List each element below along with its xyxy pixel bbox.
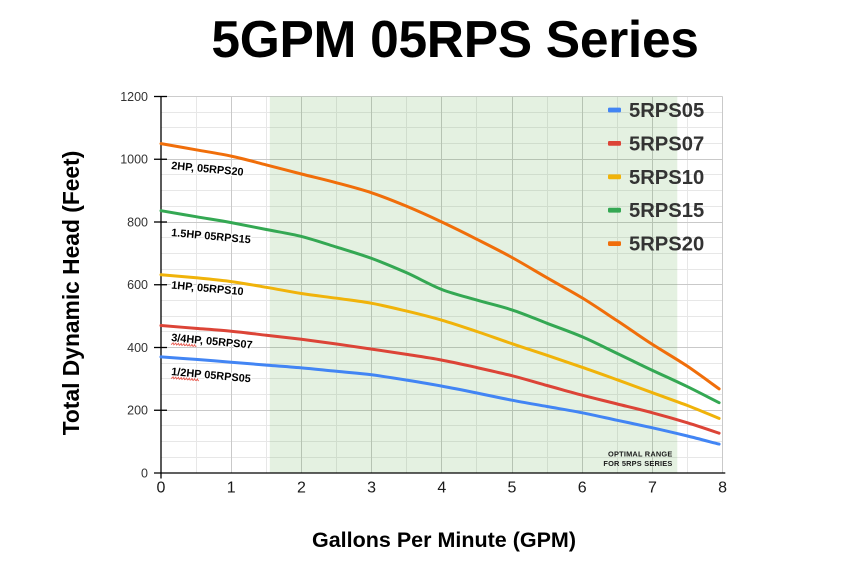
svg-text:FOR 5RPS SERIES: FOR 5RPS SERIES: [603, 459, 672, 468]
svg-text:0: 0: [141, 466, 148, 480]
svg-text:5RPS07: 5RPS07: [629, 133, 704, 155]
svg-text:Gallons Per Minute (GPM): Gallons Per Minute (GPM): [312, 528, 576, 552]
svg-text:5GPM 05RPS Series: 5GPM 05RPS Series: [211, 10, 698, 68]
svg-text:5RPS05: 5RPS05: [629, 100, 704, 122]
svg-text:1: 1: [227, 480, 236, 497]
svg-text:800: 800: [127, 215, 148, 229]
svg-text:2: 2: [297, 480, 306, 497]
svg-text:5RPS20: 5RPS20: [629, 234, 704, 256]
svg-text:5: 5: [508, 480, 517, 497]
svg-text:Total Dynamic Head (Feet): Total Dynamic Head (Feet): [58, 151, 84, 436]
svg-text:0: 0: [157, 480, 166, 497]
svg-text:1000: 1000: [120, 153, 148, 167]
svg-text:6: 6: [578, 480, 587, 497]
svg-text:1200: 1200: [120, 90, 148, 104]
svg-text:8: 8: [718, 480, 727, 497]
svg-text:3: 3: [367, 480, 376, 497]
svg-text:7: 7: [648, 480, 657, 497]
svg-text:5RPS15: 5RPS15: [629, 200, 704, 222]
svg-text:OPTIMAL RANGE: OPTIMAL RANGE: [608, 450, 672, 459]
svg-text:4: 4: [437, 480, 446, 497]
svg-text:600: 600: [127, 278, 148, 292]
svg-text:5RPS10: 5RPS10: [629, 167, 704, 189]
svg-text:200: 200: [127, 404, 148, 418]
svg-text:400: 400: [127, 341, 148, 355]
